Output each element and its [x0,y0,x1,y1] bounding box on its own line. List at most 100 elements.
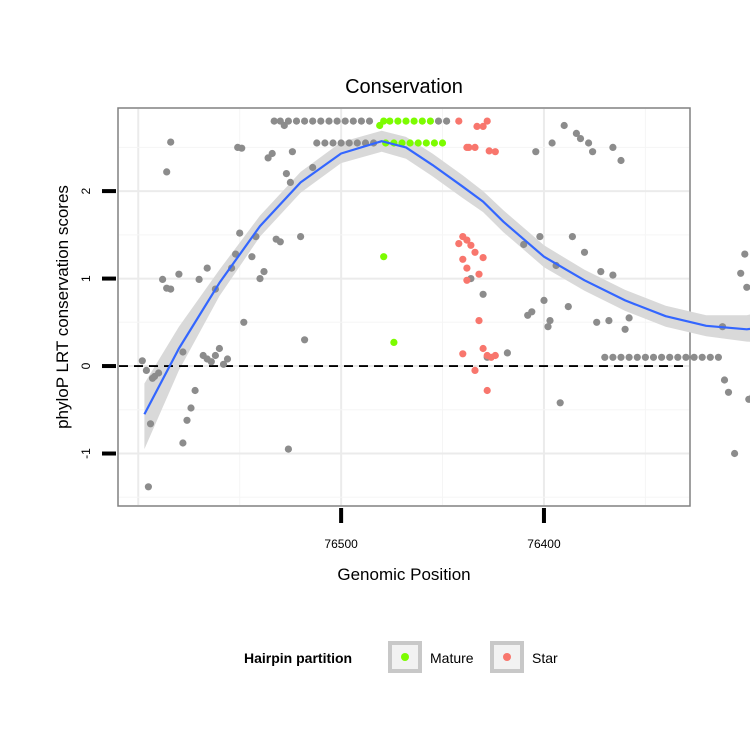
data-point-other [309,163,317,172]
data-point-other [309,117,317,125]
y-tick-label: -1 [79,448,93,459]
data-point-other [625,353,633,361]
data-point-other [576,135,585,143]
data-point-other [223,355,232,363]
data-point-other [503,349,511,357]
data-point-other [167,138,175,146]
smooth-line [143,140,750,415]
data-point-other [187,404,195,412]
data-point-other [536,233,544,241]
data-point-other [357,117,365,125]
data-point-other [633,353,641,361]
data-point-other [731,449,739,458]
legend: Hairpin partition Mature Star [244,641,558,673]
data-point-other [580,248,589,256]
data-point-mature [430,139,438,147]
chart-title: Conservation [345,76,463,98]
data-point-other [568,233,577,241]
data-point-star [459,255,467,263]
data-point-other [144,483,152,491]
data-point-other [238,144,246,152]
data-point-mature [418,117,426,125]
legend-label-star: Star [532,650,558,666]
data-point-other [658,353,666,361]
data-point-other [698,353,706,361]
data-point-other [434,117,443,125]
data-point-star [475,317,483,325]
data-point-star [491,351,499,360]
data-point-star [475,270,483,278]
data-point-star [479,122,487,130]
data-point-mature [410,117,418,125]
data-point-mature [394,117,402,125]
data-point-other [585,139,593,147]
data-point-other [365,117,374,125]
data-point-other [544,323,552,331]
data-point-other [560,121,568,130]
data-point-other [743,283,750,291]
data-point-other [572,129,581,137]
data-point-other [621,325,629,333]
data-point-other [479,290,487,298]
data-point-other [546,317,554,325]
data-point-other [349,117,357,125]
data-point-other [345,139,353,147]
data-point-star [485,147,493,155]
data-point-other [163,168,171,176]
data-point-other [248,253,256,261]
data-point-other [276,238,284,246]
data-point-other [146,420,155,428]
legend-swatch-star [503,653,511,661]
data-point-star [463,236,471,244]
data-point-other [609,271,617,279]
data-point-star [471,248,479,256]
data-point-other [288,148,296,156]
data-point-other [617,156,625,165]
data-point-other [155,369,163,377]
data-point-other [443,117,451,125]
data-point-other [329,139,337,147]
data-point-mature [422,139,430,147]
x-axis: 76500 76400 [324,508,561,551]
data-point-star [483,117,491,125]
legend-title: Hairpin partition [244,650,352,666]
data-point-other [179,439,187,447]
data-point-other [589,148,597,156]
data-point-star [463,264,471,272]
data-point-other [682,353,690,361]
data-point-mature [376,121,384,130]
data-point-other [268,149,276,158]
data-point-star [479,254,487,262]
data-point-mature [414,139,422,147]
data-point-other [240,318,248,326]
data-point-other [236,229,244,237]
data-point-other [284,445,292,453]
data-point-other [666,353,674,361]
data-point-other [260,268,268,276]
data-point-other [532,148,540,156]
data-point-other [317,117,325,125]
data-point-other [203,264,211,272]
y-axis-title: phyloP LRT conservation scores [53,185,72,429]
y-axis: -1 0 1 2 [79,187,116,459]
data-point-other [337,139,345,147]
data-point-star [491,148,499,156]
data-point-other [597,268,605,276]
data-point-star [471,366,479,374]
data-point-mature [438,139,447,147]
y-tick-label: 1 [79,275,93,282]
data-point-other [321,139,329,147]
data-point-other [564,303,572,311]
data-point-other [215,344,223,353]
data-point-other [183,416,191,424]
data-point-other [674,353,682,361]
data-point-other [167,285,175,293]
data-point-mature [402,117,410,125]
legend-key-star [490,641,524,673]
x-axis-title: Genomic Position [337,565,470,584]
data-point-star [479,344,487,353]
data-point-other [325,117,333,125]
x-tick-label: 76400 [527,537,561,551]
data-point-mature [386,117,394,125]
